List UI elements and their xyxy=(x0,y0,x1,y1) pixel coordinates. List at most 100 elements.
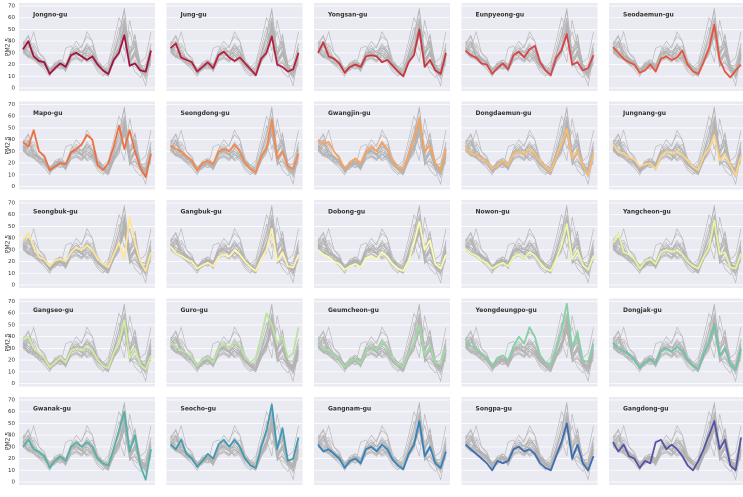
y-tick-label: 40 xyxy=(8,334,15,340)
panel-title: Yeongdeungpo-gu xyxy=(475,307,537,314)
highlight-line xyxy=(612,420,742,472)
highlight-line xyxy=(169,403,300,469)
y-tick-label: 60 xyxy=(8,212,15,218)
y-tick-label: 10 xyxy=(8,468,15,474)
y-tick-label: 20 xyxy=(8,62,15,68)
panel: Guro-gu xyxy=(166,298,303,387)
y-axis-label: PM2.5 xyxy=(5,38,12,57)
panel: Yongsan-gu xyxy=(314,3,450,91)
highlight-line xyxy=(464,422,595,472)
context-line xyxy=(22,224,152,277)
highlight-line xyxy=(612,324,742,371)
y-axis-label: PM2.5 xyxy=(5,235,12,254)
panel-title: Jungnang-gu xyxy=(622,110,666,117)
panel: Seodaemun-gu xyxy=(609,3,743,91)
highlight-line xyxy=(612,219,742,270)
panel-title: Gangdong-gu xyxy=(623,406,669,413)
y-tick-label: 30 xyxy=(8,444,15,450)
y-tick-label: 70 xyxy=(8,398,15,404)
panel-title: Gangnam-gu xyxy=(328,406,371,413)
highlight-line xyxy=(22,410,152,481)
context-line xyxy=(317,125,447,178)
context-line xyxy=(465,224,594,277)
panel-title: Seocho-gu xyxy=(181,406,217,413)
y-tick-label: 30 xyxy=(8,149,15,155)
context-line xyxy=(612,124,742,176)
context-line xyxy=(22,25,152,77)
panel-title: Seongdong-gu xyxy=(181,110,230,117)
context-line xyxy=(465,322,594,375)
context-line xyxy=(170,322,299,375)
y-tick-label: 40 xyxy=(8,137,15,143)
y-tick-label: 30 xyxy=(8,346,15,352)
context-line xyxy=(22,27,152,80)
context-line xyxy=(612,125,742,178)
context-line xyxy=(170,214,299,284)
panel: Nowon-gu xyxy=(461,200,598,288)
panel-title: Eunpyeong-gu xyxy=(476,12,525,19)
highlight-line xyxy=(22,34,152,75)
y-tick-label: 50 xyxy=(8,27,15,33)
panel-title: Dongjak-gu xyxy=(623,307,662,314)
y-tick-label: 70 xyxy=(8,299,15,305)
y-tick-label: 70 xyxy=(8,4,15,10)
context-line xyxy=(22,321,152,373)
panel: Dongjak-gu xyxy=(609,298,743,387)
context-line xyxy=(22,116,152,186)
highlight-line xyxy=(22,124,152,179)
context-line xyxy=(170,27,299,80)
panel-title: Jung-gu xyxy=(180,12,207,19)
y-tick-label: 60 xyxy=(8,311,15,317)
panel-title: Seongbuk-gu xyxy=(33,209,78,216)
panel-title: Gwanak-gu xyxy=(33,406,71,413)
y-tick-label: 40 xyxy=(8,236,15,242)
highlight-line xyxy=(612,23,742,79)
highlight-line xyxy=(464,33,595,77)
panel: 0 10 20 30 40 50 60 70 PM2.5 Gangseo-gu xyxy=(5,298,155,387)
panel: 0 10 20 30 40 50 60 70 PM2.5 Gwanak-gu xyxy=(5,397,155,486)
highlight-line xyxy=(170,312,300,367)
context-line xyxy=(612,421,742,474)
context-line xyxy=(317,214,447,284)
y-axis-label: PM2.5 xyxy=(5,136,12,155)
panel: Geumcheon-gu xyxy=(314,298,450,387)
panel-title: Dongdaemun-gu xyxy=(476,110,532,117)
context-line xyxy=(170,125,299,178)
panel: 0 10 20 30 40 50 60 70 PM2.5 Mapo-gu xyxy=(5,101,155,190)
context-line xyxy=(317,224,447,277)
highlight-line xyxy=(612,134,742,176)
context-line xyxy=(465,27,594,80)
context-line xyxy=(170,321,299,373)
context-line xyxy=(170,411,299,481)
context-line xyxy=(317,421,447,474)
y-tick-label: 50 xyxy=(8,224,15,230)
y-tick-label: 10 xyxy=(8,172,15,178)
context-line xyxy=(317,116,447,186)
y-axis-label: PM2.5 xyxy=(5,432,12,451)
panel-title: Geumcheon-gu xyxy=(328,307,379,314)
y-tick-label: 0 xyxy=(12,86,16,92)
panel-title: Yongsan-gu xyxy=(327,12,367,19)
context-line xyxy=(170,421,299,474)
y-tick-label: 20 xyxy=(8,259,15,265)
context-line xyxy=(170,224,299,277)
highlight-line xyxy=(317,420,447,471)
context-line xyxy=(22,322,152,375)
context-line xyxy=(612,411,742,481)
context-line xyxy=(170,25,299,77)
y-tick-label: 70 xyxy=(8,201,15,207)
panel: Gangnam-gu xyxy=(314,397,450,485)
context-line xyxy=(22,124,152,176)
highlight-line xyxy=(22,216,152,272)
highlight-line xyxy=(169,35,300,77)
panel-title: Gangbuk-gu xyxy=(181,209,222,216)
context-line xyxy=(465,17,594,87)
y-tick-label: 40 xyxy=(8,433,15,439)
highlight-line xyxy=(317,324,447,368)
panel-title: Dobong-gu xyxy=(328,209,365,216)
y-tick-label: 0 xyxy=(12,480,16,486)
context-line xyxy=(22,421,152,474)
panel-title: Gangseo-gu xyxy=(33,307,73,314)
